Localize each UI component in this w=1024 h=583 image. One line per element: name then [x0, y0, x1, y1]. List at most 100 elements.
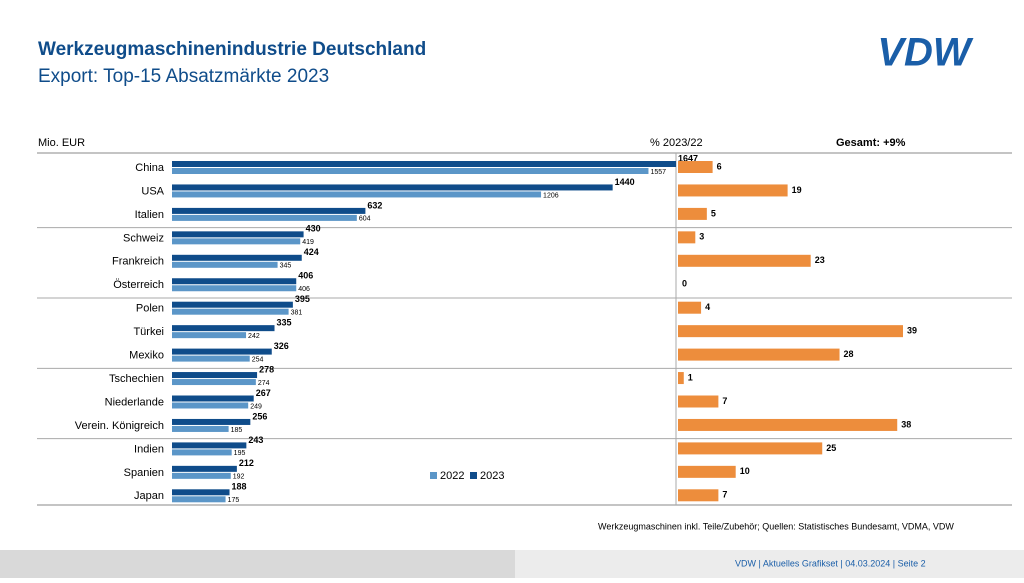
value-label-2023: 335: [277, 318, 292, 328]
bar-2023: [172, 418, 251, 425]
value-label-2022: 1206: [543, 192, 559, 199]
category-label: Türkei: [133, 326, 164, 338]
bar-2023: [172, 207, 366, 214]
bar-2022: [172, 238, 301, 245]
bar-2022: [172, 168, 649, 174]
value-label-2023: 1440: [615, 177, 635, 187]
bar-2023: [172, 254, 302, 261]
value-label: Mio. EUR: [38, 137, 85, 149]
value-label-2022: 406: [298, 286, 310, 293]
change-header: % 2023/22: [650, 137, 703, 149]
change-label: 38: [901, 419, 911, 429]
change-label: 3: [699, 232, 704, 242]
value-label-2022: 242: [248, 333, 260, 340]
change-label: 39: [907, 326, 917, 336]
change-bar: [678, 184, 788, 197]
value-label-2022: 419: [302, 239, 314, 246]
value-label-2022: 192: [233, 474, 245, 481]
value-label-2023: 267: [256, 388, 271, 398]
title: Werkzeugmaschinenindustrie Deutschland: [38, 39, 426, 60]
category-label: Polen: [136, 303, 164, 315]
category-label: Verein. Königreich: [75, 420, 164, 432]
change-bar: [678, 418, 898, 431]
category-label: Spanien: [124, 467, 164, 479]
bar-2022: [172, 355, 250, 362]
change-label: 7: [722, 490, 727, 500]
value-label-2022: 345: [280, 263, 292, 270]
change-bar: [678, 442, 823, 455]
bar-2023: [172, 184, 613, 191]
bar-2023: [172, 372, 258, 379]
change-bar: [678, 395, 719, 408]
category-label: Mexiko: [129, 350, 164, 362]
value-label-2022: 381: [291, 310, 303, 317]
value-label-2022: 249: [250, 403, 262, 410]
bar-2022: [172, 308, 289, 315]
value-label-2022: 1557: [650, 169, 666, 176]
bar-2022: [172, 449, 232, 456]
bar-2023: [172, 489, 230, 496]
footnote: Werkzeugmaschinen inkl. Teile/Zubehör; Q…: [598, 521, 954, 531]
value-label-2023: 424: [304, 247, 319, 257]
value-label-2023: 256: [252, 411, 267, 421]
change-bar: [678, 161, 713, 173]
bar-2023: [172, 325, 275, 332]
value-label-2023: 243: [248, 435, 263, 445]
bar-2023: [172, 348, 272, 355]
value-label-2022: 274: [258, 380, 270, 387]
change-bar: [678, 301, 702, 314]
legend-swatch: [470, 472, 477, 479]
bar-2023: [172, 278, 297, 285]
change-bar: [678, 254, 811, 267]
change-bar: [678, 465, 736, 478]
change-bar: [678, 489, 719, 502]
value-label-2022: 185: [231, 427, 243, 434]
category-label: Frankreich: [112, 256, 164, 268]
bar-2022: [172, 285, 297, 292]
value-label-2023: 326: [274, 341, 289, 351]
category-label: USA: [141, 185, 164, 197]
bar-2022: [172, 472, 231, 479]
value-label-2023: 632: [367, 200, 382, 210]
change-bar: [678, 207, 707, 220]
bar-2022: [172, 191, 542, 198]
value-label-2022: 604: [359, 216, 371, 223]
change-label: 0: [682, 279, 687, 289]
change-label: 19: [792, 185, 802, 195]
bar-2023: [172, 301, 293, 308]
category-label: China: [135, 162, 165, 174]
change-label: 6: [717, 161, 722, 171]
value-label-2023: 212: [239, 458, 254, 468]
change-bar: [678, 348, 840, 361]
change-label: 28: [844, 349, 854, 359]
category-label: Japan: [134, 490, 164, 502]
subtitle: Export: Top-15 Absatzmärkte 2023: [38, 66, 329, 87]
change-label: 25: [826, 443, 836, 453]
chart: China 1647 1557 6 USA 1440 1206 19 Italien 632 604…: [37, 153, 1012, 504]
value-label-2022: 195: [234, 450, 246, 457]
value-label-2023: 430: [306, 224, 321, 234]
category-label: Indien: [134, 443, 164, 455]
bar-2023: [172, 442, 247, 449]
bar-2022: [172, 425, 229, 432]
category-label: Italien: [135, 209, 164, 221]
total: Gesamt: +9%: [836, 137, 906, 149]
bar-2023: [172, 465, 237, 472]
bar-2022: [172, 332, 247, 339]
bar-2023: [172, 231, 304, 238]
value-label-2023: 188: [232, 482, 247, 492]
logo: VDW: [877, 31, 974, 75]
bar-2023: [172, 395, 254, 402]
category-label: Niederlande: [105, 396, 164, 408]
bar-2022: [172, 379, 256, 386]
change-bar: [678, 372, 684, 385]
footer: VDW | Aktuelles Grafikset | 04.03.2024 |…: [735, 558, 926, 568]
value-label-2023: 278: [259, 364, 274, 374]
change-bar: [678, 231, 696, 244]
change-label: 5: [711, 208, 716, 218]
change-label: 1: [688, 372, 693, 382]
change-label: 10: [740, 466, 750, 476]
footer-band: [515, 550, 1024, 578]
legend-label: 2023: [480, 470, 504, 482]
